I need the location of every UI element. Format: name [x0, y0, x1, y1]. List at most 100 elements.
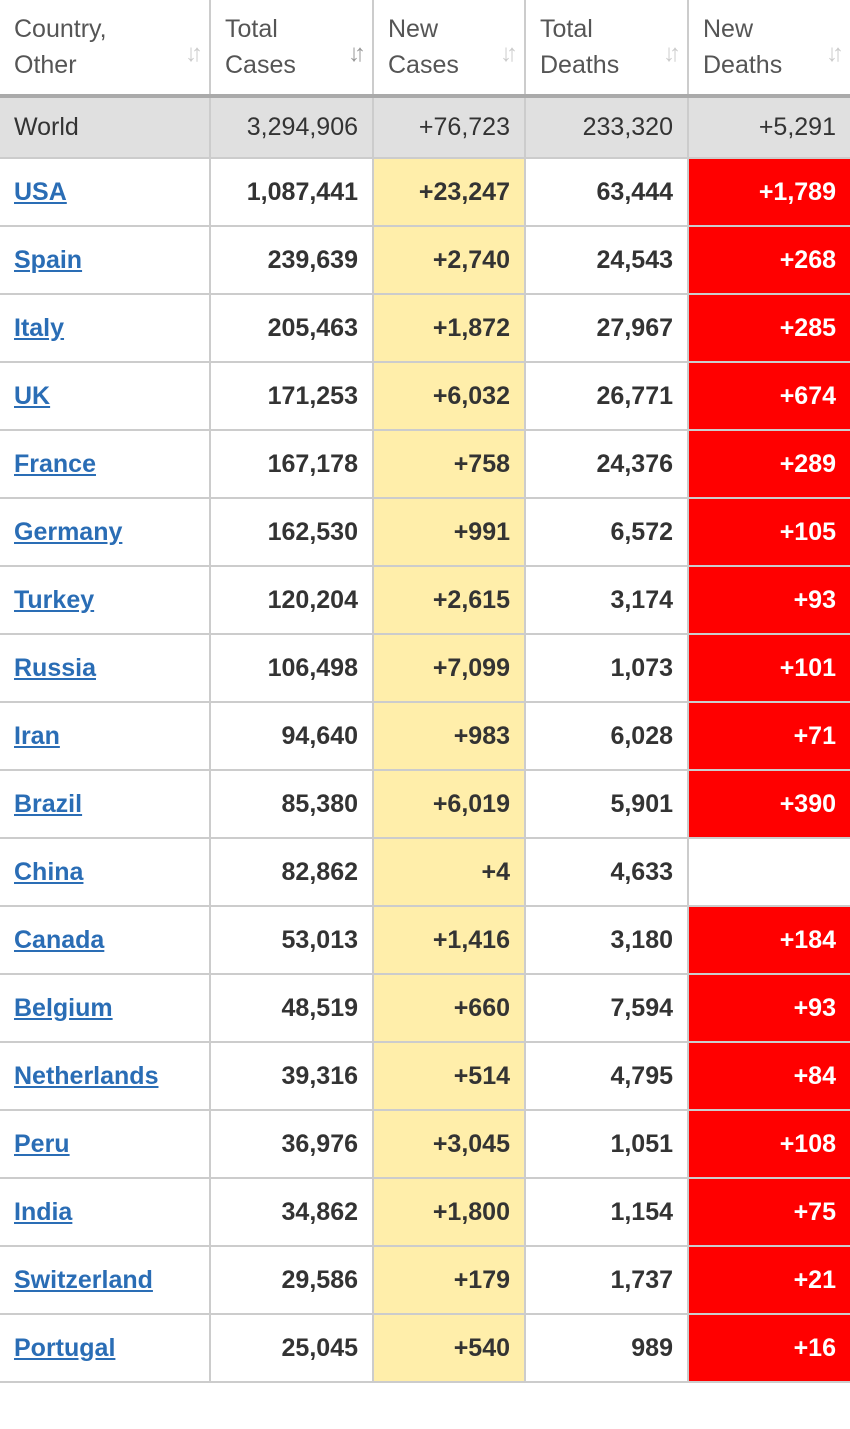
new-cases-cell: +660 — [372, 973, 526, 1043]
new-cases-cell: +2,740 — [372, 225, 526, 295]
total-deaths-cell: 7,594 — [524, 973, 689, 1043]
country-link[interactable]: Italy — [14, 313, 65, 342]
table-row: Switzerland 29,586 +179 1,737 +21 — [0, 1245, 850, 1315]
country-link[interactable]: Russia — [14, 653, 96, 682]
total-cases-cell: 94,640 — [209, 701, 374, 771]
new-cases-cell: +6,032 — [372, 361, 526, 431]
table-row: Peru 36,976 +3,045 1,051 +108 — [0, 1109, 850, 1179]
country-link[interactable]: Netherlands — [14, 1061, 159, 1090]
new-deaths-cell — [687, 837, 850, 907]
new-cases-cell: +7,099 — [372, 633, 526, 703]
header-line2: Cases — [388, 51, 459, 79]
total-deaths-cell: 27,967 — [524, 293, 689, 363]
country-cell: Belgium — [0, 973, 211, 1043]
total-cases-cell: 39,316 — [209, 1041, 374, 1111]
new-deaths-cell: +674 — [687, 361, 850, 431]
table-row: India 34,862 +1,800 1,154 +75 — [0, 1177, 850, 1247]
table-row: France 167,178 +758 24,376 +289 — [0, 429, 850, 499]
total-cases-cell: 48,519 — [209, 973, 374, 1043]
sort-arrows-icon[interactable]: ↓↑ — [500, 40, 518, 67]
total-deaths-cell: 24,376 — [524, 429, 689, 499]
country-cell: Peru — [0, 1109, 211, 1179]
world-total-deaths: 233,320 — [524, 95, 689, 159]
total-deaths-cell: 63,444 — [524, 157, 689, 227]
sort-arrows-icon[interactable]: ↓↑ — [348, 40, 366, 67]
header-line1: Total — [225, 15, 278, 43]
new-deaths-cell: +93 — [687, 973, 850, 1043]
table-row: Russia 106,498 +7,099 1,073 +101 — [0, 633, 850, 703]
total-cases-cell: 85,380 — [209, 769, 374, 839]
sort-arrows-icon[interactable]: ↓↑ — [663, 40, 681, 67]
country-link[interactable]: Turkey — [14, 585, 95, 614]
new-deaths-cell: +1,789 — [687, 157, 850, 227]
table-row: Italy 205,463 +1,872 27,967 +285 — [0, 293, 850, 363]
country-link[interactable]: Brazil — [14, 789, 83, 818]
new-cases-cell: +1,872 — [372, 293, 526, 363]
country-link[interactable]: UK — [14, 381, 51, 410]
country-link[interactable]: Canada — [14, 925, 105, 954]
new-cases-cell: +179 — [372, 1245, 526, 1315]
country-link[interactable]: China — [14, 857, 84, 886]
total-cases-cell: 29,586 — [209, 1245, 374, 1315]
header-line1: Total — [540, 15, 593, 43]
new-cases-cell: +3,045 — [372, 1109, 526, 1179]
world-total-cases: 3,294,906 — [209, 95, 374, 159]
new-deaths-cell: +21 — [687, 1245, 850, 1315]
country-cell: Canada — [0, 905, 211, 975]
total-cases-cell: 120,204 — [209, 565, 374, 635]
column-header-country-other[interactable]: Country, Other ↓↑ — [0, 0, 211, 98]
new-deaths-cell: +75 — [687, 1177, 850, 1247]
total-deaths-cell: 3,180 — [524, 905, 689, 975]
country-cell: Russia — [0, 633, 211, 703]
world-row: World 3,294,906 +76,723 233,320 +5,291 — [0, 95, 850, 159]
column-header-total-deaths[interactable]: Total Deaths ↓↑ — [524, 0, 689, 98]
new-cases-cell: +2,615 — [372, 565, 526, 635]
total-cases-cell: 239,639 — [209, 225, 374, 295]
new-deaths-cell: +16 — [687, 1313, 850, 1383]
header-line2: Deaths — [703, 51, 783, 79]
table-row: USA 1,087,441 +23,247 63,444 +1,789 — [0, 157, 850, 227]
country-link[interactable]: USA — [14, 177, 67, 206]
table-row: Belgium 48,519 +660 7,594 +93 — [0, 973, 850, 1043]
new-deaths-cell: +289 — [687, 429, 850, 499]
country-link[interactable]: India — [14, 1197, 73, 1226]
country-link[interactable]: Spain — [14, 245, 83, 274]
table-row: Germany 162,530 +991 6,572 +105 — [0, 497, 850, 567]
new-cases-cell: +1,416 — [372, 905, 526, 975]
sort-arrows-icon[interactable]: ↓↑ — [826, 40, 844, 67]
total-cases-cell: 34,862 — [209, 1177, 374, 1247]
column-header-total-cases[interactable]: Total Cases ↓↑ — [209, 0, 374, 98]
table-row: Brazil 85,380 +6,019 5,901 +390 — [0, 769, 850, 839]
country-link[interactable]: France — [14, 449, 96, 478]
country-link[interactable]: Germany — [14, 517, 123, 546]
header-row: Country, Other ↓↑ Total Cases ↓↑ New Cases ↓↑ Tot… — [0, 0, 850, 98]
table-row: UK 171,253 +6,032 26,771 +674 — [0, 361, 850, 431]
table-row: Netherlands 39,316 +514 4,795 +84 — [0, 1041, 850, 1111]
country-link[interactable]: Peru — [14, 1129, 70, 1158]
country-link[interactable]: Switzerland — [14, 1265, 153, 1294]
country-cell: Iran — [0, 701, 211, 771]
column-header-new-cases[interactable]: New Cases ↓↑ — [372, 0, 526, 98]
total-cases-cell: 82,862 — [209, 837, 374, 907]
total-deaths-cell: 1,737 — [524, 1245, 689, 1315]
total-cases-cell: 205,463 — [209, 293, 374, 363]
new-cases-cell: +540 — [372, 1313, 526, 1383]
table-row: Canada 53,013 +1,416 3,180 +184 — [0, 905, 850, 975]
header-line2: Cases — [225, 51, 296, 79]
table-row: Iran 94,640 +983 6,028 +71 — [0, 701, 850, 771]
country-cell: UK — [0, 361, 211, 431]
total-cases-cell: 53,013 — [209, 905, 374, 975]
total-cases-cell: 1,087,441 — [209, 157, 374, 227]
country-cell: Portugal — [0, 1313, 211, 1383]
column-header-new-deaths[interactable]: New Deaths ↓↑ — [687, 0, 850, 98]
new-cases-cell: +983 — [372, 701, 526, 771]
sort-arrows-icon[interactable]: ↓↑ — [185, 40, 203, 67]
country-cell: Turkey — [0, 565, 211, 635]
header-line1: Country, — [14, 15, 107, 43]
country-link[interactable]: Belgium — [14, 993, 113, 1022]
new-cases-cell: +991 — [372, 497, 526, 567]
country-link[interactable]: Iran — [14, 721, 60, 750]
country-link[interactable]: Portugal — [14, 1333, 116, 1362]
new-cases-cell: +758 — [372, 429, 526, 499]
table-row: Spain 239,639 +2,740 24,543 +268 — [0, 225, 850, 295]
